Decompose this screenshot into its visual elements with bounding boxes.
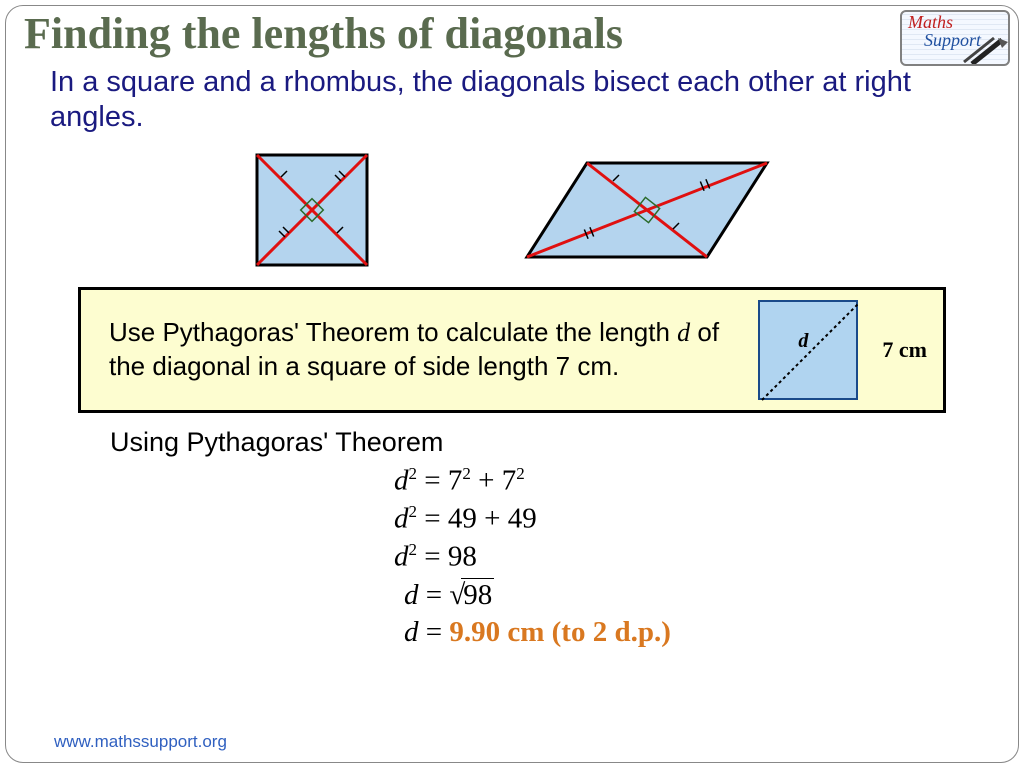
eq-4: d = √98 <box>394 578 1018 614</box>
intro-text: In a square and a rhombus, the diagonals… <box>6 59 1018 135</box>
shapes-row <box>6 145 1018 275</box>
side-label: 7 cm <box>882 337 927 363</box>
eq-1: d2 = 72 + 72 <box>394 464 1018 500</box>
task-var: d <box>677 318 690 347</box>
task-square: d <box>758 300 858 400</box>
task-box: Use Pythagoras' Theorem to calculate the… <box>78 287 946 413</box>
task-text: Use Pythagoras' Theorem to calculate the… <box>109 316 742 384</box>
eq4-rhs: 98 <box>461 578 494 612</box>
rhombus-diagram <box>517 145 777 275</box>
eq-2: d2 = 49 + 49 <box>394 502 1018 538</box>
slide-frame: Maths Support Finding the lengths of dia… <box>5 5 1019 763</box>
eq-5: d = 9.90 cm (to 2 d.p.) <box>394 616 1018 652</box>
working-heading: Using Pythagoras' Theorem <box>110 427 1018 458</box>
answer: 9.90 cm (to 2 d.p.) <box>449 616 671 648</box>
eq1-a: 7 <box>448 464 463 496</box>
eq3-rhs: 98 <box>448 540 477 572</box>
eq-3: d2 = 98 <box>394 540 1018 576</box>
eq1-b: 7 <box>502 464 517 496</box>
diag-label: d <box>798 330 808 353</box>
task-square-diag <box>760 302 860 402</box>
task-prefix: Use Pythagoras' Theorem to calculate the… <box>109 317 677 347</box>
working-section: Using Pythagoras' Theorem d2 = 72 + 72 d… <box>6 413 1018 652</box>
equations: d2 = 72 + 72 d2 = 49 + 49 d2 = 98 d = √9… <box>110 464 1018 652</box>
square-diagram <box>247 145 377 275</box>
logo-tools-icon <box>902 12 1010 66</box>
page-title: Finding the lengths of diagonals <box>6 6 1018 59</box>
eq2-rhs: 49 + 49 <box>448 502 537 534</box>
logo-badge: Maths Support <box>900 10 1010 66</box>
footer-url: www.mathssupport.org <box>54 732 227 752</box>
